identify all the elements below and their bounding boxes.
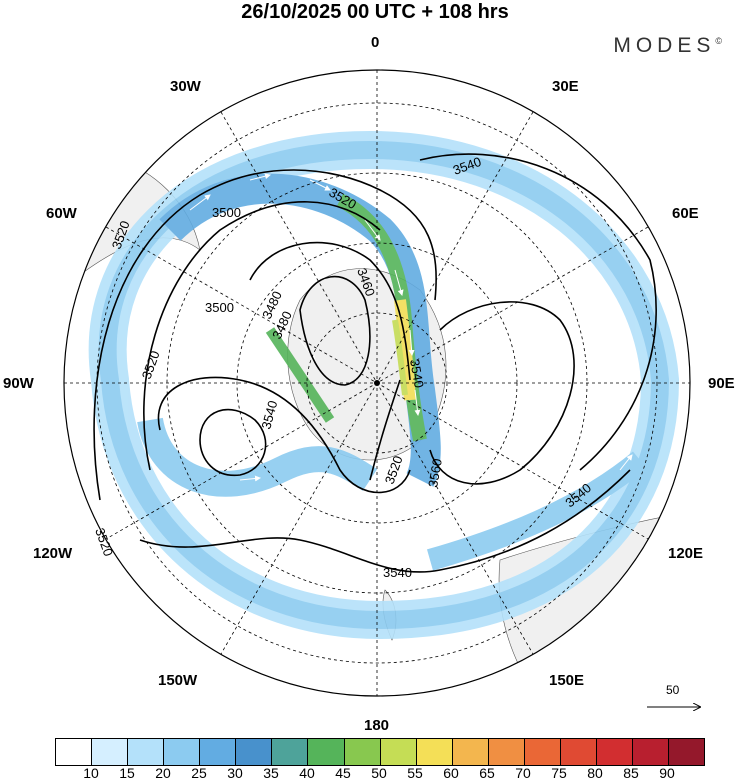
legend-swatch: [416, 739, 453, 765]
legend-swatch: [560, 739, 597, 765]
legend-swatch: [236, 739, 273, 765]
contour-label: 3540: [383, 565, 412, 580]
legend-tick-label: 45: [335, 765, 351, 781]
lon-label-60e: 60E: [672, 205, 699, 222]
legend-swatch: [380, 739, 417, 765]
contour-label: 3540: [407, 358, 427, 389]
contour-label: 3540: [258, 399, 280, 431]
lon-label-120w: 120W: [33, 545, 73, 562]
legend-tick-label: 80: [587, 765, 603, 781]
lon-label-0: 0: [371, 34, 380, 51]
legend-tick-label: 55: [407, 765, 423, 781]
legend-swatch: [308, 739, 345, 765]
legend-tick-label: 90: [659, 765, 675, 781]
jet-south: [137, 417, 378, 497]
lon-label-30e: 30E: [552, 78, 579, 95]
legend-swatch: [524, 739, 561, 765]
lon-label-90e: 90E: [708, 375, 735, 392]
polar-map: 3520 3500 3520 3540 3480 3460 3500 3480 …: [63, 69, 750, 735]
legend-tick-label: 70: [515, 765, 531, 781]
legend-swatch: [669, 739, 705, 765]
contour-label: 3560: [425, 457, 445, 488]
lon-label-150w: 150W: [158, 672, 198, 689]
contour-label: 3500: [205, 300, 234, 315]
legend-tick-label: 10: [83, 765, 99, 781]
contour-label: 3520: [92, 526, 116, 558]
legend-tick-label: 60: [443, 765, 459, 781]
jet-australia: [426, 451, 648, 571]
lon-label-30w: 30W: [170, 78, 201, 95]
south-pole-marker: [374, 380, 380, 386]
legend-swatch: [56, 739, 93, 765]
legend-swatch: [272, 739, 309, 765]
legend-swatch: [128, 739, 165, 765]
legend-swatch: [452, 739, 489, 765]
legend-swatch: [596, 739, 633, 765]
lon-label-180: 180: [364, 717, 390, 734]
color-legend: [55, 738, 705, 766]
map-boundary: [63, 69, 691, 697]
contour-label: 3500: [212, 205, 241, 220]
legend-swatch: [344, 739, 381, 765]
legend-tick-label: 75: [551, 765, 567, 781]
legend-swatch: [200, 739, 237, 765]
legend-tick-label: 15: [119, 765, 135, 781]
jet-max: [394, 299, 416, 401]
legend-swatch: [488, 739, 525, 765]
lon-label-90w: 90W: [3, 375, 34, 392]
lon-label-120e: 120E: [668, 545, 704, 562]
contour-label: 3520: [139, 349, 163, 381]
jet-ring-inner: [98, 140, 670, 630]
legend-tick-label: 25: [191, 765, 207, 781]
legend-tick-label: 85: [623, 765, 639, 781]
legend-tick-label: 35: [263, 765, 279, 781]
lon-label-150e: 150E: [549, 672, 585, 689]
jet-max-2: [392, 319, 408, 396]
legend-ticks: 10 15 20 25 30 35 40 45 50 55 60 65 70 75 80 85 90: [55, 765, 703, 783]
legend-tick-label: 65: [479, 765, 495, 781]
height-contours: [93, 153, 657, 573]
jet-west: [265, 327, 335, 423]
legend-swatch: [164, 739, 201, 765]
legend-tick-label: 30: [227, 765, 243, 781]
legend-tick-label: 50: [371, 765, 387, 781]
legend-swatch: [92, 739, 129, 765]
map-title: 26/10/2025 00 UTC + 108 hrs: [241, 1, 509, 23]
brand-logo: MODES©: [613, 34, 722, 57]
legend-tick-label: 20: [155, 765, 171, 781]
legend-tick-label: 40: [299, 765, 315, 781]
lon-label-60w: 60W: [46, 205, 77, 222]
legend-swatch: [633, 739, 670, 765]
reference-vector-label: 50: [666, 683, 680, 697]
